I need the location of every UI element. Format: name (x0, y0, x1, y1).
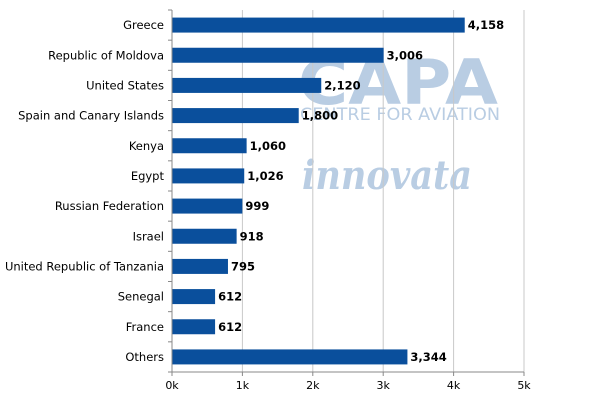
category-label: Republic of Moldova (48, 48, 164, 62)
data-label: 999 (245, 199, 269, 213)
bar (172, 289, 216, 305)
data-label: 3,344 (410, 350, 446, 364)
data-label: 612 (218, 320, 242, 334)
data-label: 2,120 (324, 78, 360, 92)
data-label: 612 (218, 290, 242, 304)
innovata-watermark-logo: innovata (302, 152, 472, 199)
bar (172, 47, 384, 63)
gridlines (241, 10, 525, 372)
data-labels: 4,158 3,006 2,120 1,800 1,060 1,026 999 918 795 6… (218, 18, 504, 364)
bar (172, 138, 247, 154)
bar (172, 319, 216, 335)
data-label: 4,158 (468, 18, 504, 32)
bar (172, 228, 237, 244)
category-label: France (126, 320, 164, 334)
x-tick-label: 1k (236, 379, 250, 392)
x-tick-label: 5k (517, 379, 531, 392)
category-label: United Republic of Tanzania (5, 259, 164, 273)
x-axis: 0k 1k 2k 3k 4k 5k (165, 9, 531, 392)
data-label: 1,026 (247, 169, 283, 183)
bar (172, 108, 299, 124)
bars (172, 17, 465, 365)
data-label: 918 (240, 229, 264, 243)
category-label: Kenya (129, 139, 164, 153)
category-label: United States (86, 78, 164, 92)
data-label: 3,006 (387, 48, 423, 62)
bar (172, 17, 465, 33)
x-tick-label: 0k (165, 379, 179, 392)
category-label: Senegal (118, 290, 164, 304)
category-label: Egypt (131, 169, 165, 183)
watermark-layer: CAPA CENTRE FOR AVIATION innovata (298, 46, 500, 199)
category-label: Russian Federation (55, 199, 164, 213)
x-tick-label: 3k (377, 379, 391, 392)
capa-watermark-subtitle: CENTRE FOR AVIATION (300, 105, 500, 125)
bar (172, 168, 245, 184)
data-label: 795 (231, 259, 255, 273)
category-label: Others (125, 350, 164, 364)
bar (172, 198, 243, 214)
x-tick-label: 4k (447, 379, 461, 392)
category-labels: Greece Republic of Moldova United States Sp… (5, 18, 165, 364)
category-label: Greece (123, 18, 164, 32)
bar (172, 258, 228, 274)
category-label: Spain and Canary Islands (18, 109, 164, 123)
data-label: 1,060 (250, 139, 286, 153)
category-label: Israel (133, 229, 164, 243)
bar (172, 349, 408, 365)
bar (172, 77, 322, 93)
data-label: 1,800 (302, 109, 338, 123)
x-tick-label: 2k (306, 379, 320, 392)
